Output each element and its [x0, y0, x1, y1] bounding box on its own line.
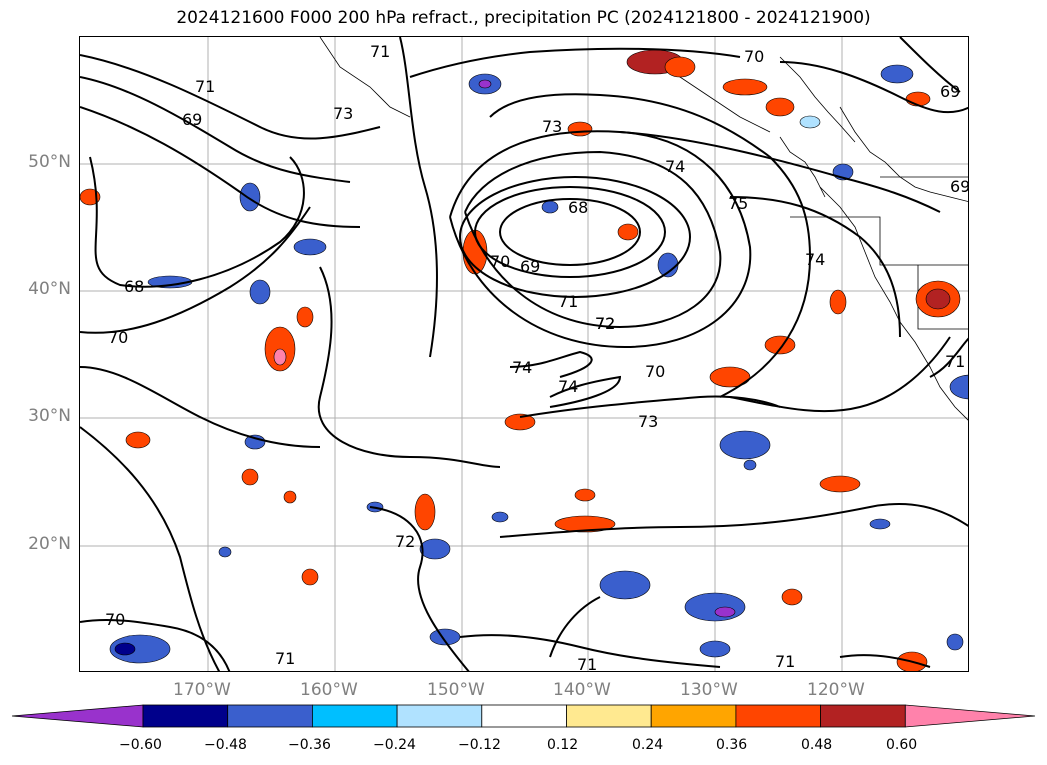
colorbar-segment	[396, 704, 483, 728]
colorbar-tick-label: −0.36	[288, 737, 331, 753]
colorbar-extend-min	[11, 704, 144, 728]
contour-label: 72	[595, 314, 615, 333]
colorbar-segment	[650, 704, 737, 728]
contour-label: 69	[940, 82, 960, 101]
contour-label: 71	[945, 352, 965, 371]
contour-label: 71	[775, 652, 795, 671]
precip-patches	[80, 49, 968, 671]
colorbar-tick-label: 0.60	[886, 737, 918, 753]
contour-label-group: 71 71 73 69 68 70 73 74 68 70 69 71 72 7…	[105, 42, 969, 672]
contour-label: 71	[370, 42, 390, 61]
colorbar	[11, 704, 1036, 728]
contour-label: 68	[568, 198, 588, 217]
contour-label: 75	[728, 194, 748, 213]
colorbar-segment	[735, 704, 822, 728]
colorbar-tick-label: −0.48	[204, 737, 247, 753]
contour-label: 73	[542, 117, 562, 136]
contour-label: 70	[490, 252, 510, 271]
contour-label: 68	[124, 277, 144, 296]
contour-label: 70	[645, 362, 665, 381]
lon-label-140w: 140°W	[553, 680, 611, 700]
colorbar-tick-label: 0.24	[632, 737, 664, 753]
colorbar-tick-label: 0.48	[801, 737, 833, 753]
colorbar-segment	[227, 704, 313, 728]
colorbar-tick-label: 0.12	[547, 737, 579, 753]
contour-label: 70	[108, 328, 128, 347]
contour-label: 72	[595, 314, 615, 333]
colorbar-tick-label: 0.36	[716, 737, 748, 753]
contour-label: 72	[395, 532, 415, 551]
map-title: 2024121600 F000 200 hPa refract., precip…	[176, 8, 871, 28]
contour-label: 71	[275, 649, 295, 668]
lat-label-20n: 20°N	[28, 534, 71, 554]
contour-label: 73	[333, 104, 353, 123]
colorbar-segment	[142, 704, 229, 728]
colorbar-segment	[566, 704, 652, 728]
colorbar-segment	[820, 704, 906, 728]
colorbar-tick-label: −0.24	[373, 737, 416, 753]
contour-label: 74	[805, 250, 825, 269]
contour-label: 70	[744, 47, 764, 66]
lon-label-130w: 130°W	[680, 680, 738, 700]
contour-label: 70	[105, 610, 125, 629]
contour-label: 74	[665, 157, 685, 176]
colorbar-segment	[481, 704, 567, 728]
lon-label-170w: 170°W	[173, 680, 231, 700]
contour-label: 73	[638, 412, 658, 431]
gridlines	[80, 37, 968, 671]
map-frame: 71 71 73 69 68 70 73 74 68 70 69 71 72 7…	[79, 36, 969, 672]
lon-label-150w: 150°W	[427, 680, 485, 700]
lat-label-30n: 30°N	[28, 406, 71, 426]
colorbar-tick-label: −0.12	[458, 737, 501, 753]
contour-label: 74	[558, 377, 578, 396]
contours	[80, 37, 968, 671]
lon-label-160w: 160°W	[300, 680, 358, 700]
colorbar-segment	[311, 704, 398, 728]
contour-label: 71	[195, 77, 215, 96]
contour-label: 69	[520, 257, 540, 276]
lat-label-50n: 50°N	[28, 152, 71, 172]
map-canvas: 71 71 73 69 68 70 73 74 68 70 69 71 72 7…	[80, 37, 969, 672]
colorbar-tick-label: −0.60	[119, 737, 162, 753]
contour-label: 74	[512, 358, 532, 377]
contour-label: 71	[558, 292, 578, 311]
lat-label-40n: 40°N	[28, 279, 71, 299]
lon-label-120w: 120°W	[807, 680, 865, 700]
contour-label: 71	[577, 655, 597, 672]
colorbar-extend-max	[904, 704, 1036, 728]
contour-label: 69	[950, 177, 969, 196]
contour-label: 69	[182, 110, 202, 129]
